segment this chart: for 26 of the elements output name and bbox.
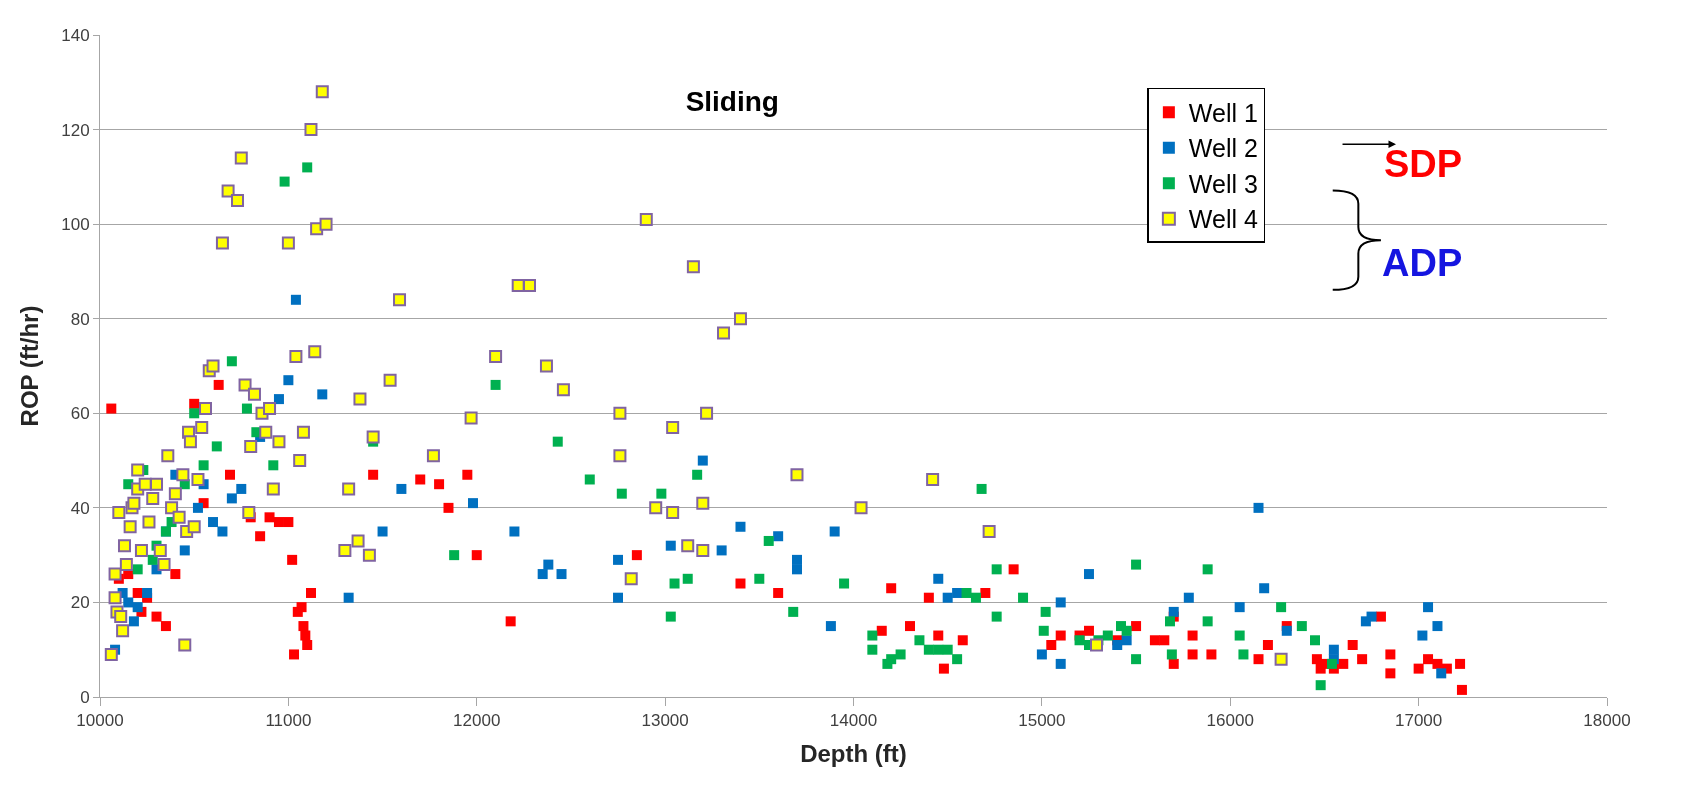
x-tick-label: 15000 bbox=[1018, 711, 1066, 731]
y-tick-label: 40 bbox=[70, 498, 90, 518]
legend-label: Well 4 bbox=[1188, 205, 1258, 234]
x-tick-label: 14000 bbox=[829, 711, 878, 731]
x-tick-label: 10000 bbox=[76, 711, 124, 731]
y-tick-label: 60 bbox=[70, 404, 90, 424]
text: Sliding bbox=[685, 86, 779, 118]
annotation: SDP bbox=[1384, 143, 1463, 185]
y-tick-label: 20 bbox=[70, 593, 90, 613]
x-tick-label: 11000 bbox=[265, 711, 312, 731]
y-axis-title: ROP (ft/hr) bbox=[16, 305, 44, 427]
legend-label: Well 1 bbox=[1188, 98, 1258, 127]
legend-label: Well 3 bbox=[1188, 169, 1258, 198]
y-tick-label: 80 bbox=[70, 309, 90, 329]
x-tick-label: 13000 bbox=[641, 711, 689, 731]
x-axis-title: Depth (ft) bbox=[800, 739, 907, 767]
legend-label: Well 2 bbox=[1188, 134, 1258, 163]
x-tick-label: 17000 bbox=[1394, 711, 1443, 731]
x-tick-label: 18000 bbox=[1583, 711, 1631, 731]
annotation: ADP bbox=[1382, 242, 1463, 284]
y-tick-label: 0 bbox=[80, 687, 90, 707]
y-tick-label: 120 bbox=[61, 120, 90, 140]
x-tick-label: 12000 bbox=[453, 711, 501, 731]
y-tick-label: 140 bbox=[61, 25, 90, 45]
x-tick-label: 16000 bbox=[1206, 711, 1254, 731]
y-tick-label: 100 bbox=[61, 215, 90, 235]
